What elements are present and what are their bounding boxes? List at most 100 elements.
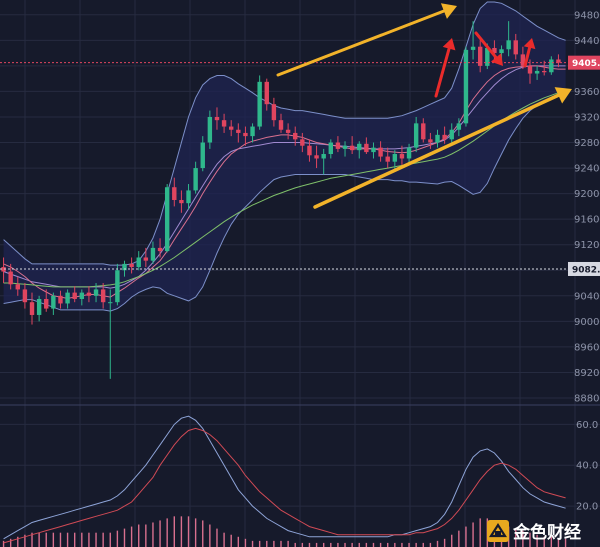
candle-body — [214, 116, 220, 121]
candle — [428, 132, 433, 149]
candle — [143, 247, 149, 268]
candle — [264, 78, 269, 111]
candle-body — [520, 54, 526, 66]
candle-body — [556, 59, 561, 63]
candle-body — [421, 123, 426, 140]
candle-body — [492, 47, 497, 54]
candle-body — [477, 46, 483, 66]
y-tick-label: 9200 — [574, 189, 599, 200]
candle — [51, 292, 56, 315]
candle — [556, 54, 561, 68]
candle-body — [200, 142, 205, 169]
candle-body — [65, 292, 70, 304]
candle-body — [449, 129, 454, 140]
candle — [392, 150, 398, 172]
price-tag-box — [568, 55, 600, 70]
candle-body — [371, 147, 376, 153]
candle — [371, 142, 376, 159]
candle-body — [93, 289, 99, 296]
candle — [506, 21, 511, 57]
candle-body — [108, 302, 113, 304]
price-tag-label: 9405. — [572, 59, 600, 69]
candle-body — [527, 65, 533, 74]
candle — [378, 141, 383, 162]
candle — [342, 141, 348, 157]
candle-body — [22, 289, 28, 303]
candle-body — [79, 292, 85, 299]
y-tick-label: 9040 — [574, 291, 599, 302]
candle-body — [349, 145, 355, 151]
candle-body — [44, 299, 49, 309]
candle-body — [172, 187, 177, 200]
candle — [250, 123, 255, 143]
candle — [421, 118, 426, 143]
candle — [314, 145, 319, 169]
candle — [364, 137, 369, 155]
candle-body — [264, 81, 269, 105]
osc-tick-label: 60.0 — [576, 420, 598, 431]
candle-body — [51, 295, 56, 309]
candle-body — [157, 247, 163, 252]
candle-body — [236, 129, 241, 133]
osc-slow-line — [3, 427, 566, 544]
candle-body — [435, 134, 440, 143]
candle-body — [463, 49, 469, 124]
rise-arrow — [434, 38, 456, 98]
candle-body — [221, 120, 227, 127]
candle-body — [36, 299, 42, 315]
candle — [300, 132, 305, 153]
candle-body — [385, 156, 390, 162]
candle-body — [364, 143, 369, 153]
candle-body — [122, 263, 127, 271]
candle — [108, 289, 113, 379]
candle-body — [207, 116, 213, 143]
candle-body — [100, 289, 106, 303]
candle-body — [285, 129, 291, 133]
rebound-arrow — [523, 38, 536, 68]
candle — [93, 283, 99, 303]
candle — [527, 59, 533, 84]
candle — [36, 295, 42, 322]
bollinger-upper-line — [3, 1, 566, 266]
candle — [456, 118, 462, 137]
candle — [58, 290, 63, 309]
candle — [228, 120, 234, 137]
y-tick-label: 9320 — [574, 112, 599, 123]
candle-body — [485, 47, 490, 66]
candles — [1, 21, 561, 379]
candle — [549, 56, 554, 75]
candle — [542, 60, 547, 76]
candle — [15, 276, 20, 296]
candle — [349, 136, 355, 155]
candle-body — [193, 168, 198, 191]
candle — [406, 143, 412, 163]
candle-body — [442, 134, 447, 140]
candle — [449, 123, 454, 143]
candle-body — [186, 190, 191, 204]
candle-body — [513, 40, 518, 55]
candle — [193, 161, 198, 194]
candle-body — [307, 145, 312, 156]
candle-body — [399, 154, 405, 159]
y-tick-label: 9000 — [574, 317, 599, 328]
candle-body — [150, 247, 156, 261]
candle — [179, 190, 184, 213]
candle-body — [228, 126, 234, 130]
candle-body — [378, 147, 383, 157]
candle-body — [250, 126, 255, 137]
candle-body — [542, 70, 547, 73]
candle — [136, 251, 141, 271]
candle — [413, 116, 419, 153]
candle — [157, 238, 163, 258]
osc-tick-label: 40.0 — [576, 461, 598, 472]
annotation-arrows — [276, 3, 572, 209]
candle — [257, 75, 262, 130]
candle — [385, 147, 390, 169]
y-tick-label: 9480 — [574, 10, 599, 21]
y-tick-label: 9280 — [574, 138, 599, 149]
candle-body — [406, 147, 412, 159]
candle — [243, 126, 248, 146]
trend-arrow-upper — [276, 3, 457, 77]
